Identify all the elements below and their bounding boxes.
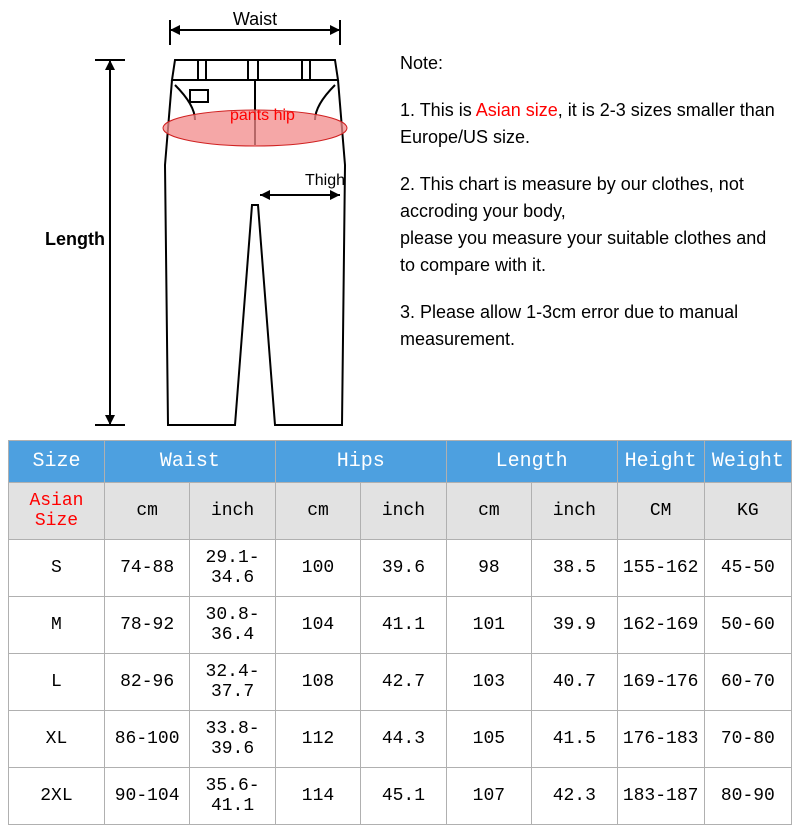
unit-kg: KG [704,483,791,540]
table-header-row: Size Waist Hips Length Height Weight [9,441,792,483]
cell: 100 [275,540,360,597]
cell: 103 [446,654,531,711]
cell: 80-90 [704,768,791,825]
cell: 169-176 [617,654,704,711]
cell: 42.3 [532,768,617,825]
cell: 30.8-36.4 [190,597,275,654]
table-row: L 82-96 32.4-37.7 108 42.7 103 40.7 169-… [9,654,792,711]
cell: 162-169 [617,597,704,654]
pants-diagram: Waist Length [20,10,380,420]
cell: 108 [275,654,360,711]
note-item-2: 2. This chart is measure by our clothes,… [400,171,780,279]
note-title: Note: [400,50,780,77]
th-length: Length [446,441,617,483]
cell: 50-60 [704,597,791,654]
cell: 78-92 [104,597,189,654]
asian-size-label: Asian Size [9,483,105,540]
cell: 104 [275,597,360,654]
cell: 98 [446,540,531,597]
cell: 183-187 [617,768,704,825]
th-height: Height [617,441,704,483]
cell: 86-100 [104,711,189,768]
table-row: S 74-88 29.1-34.6 100 39.6 98 38.5 155-1… [9,540,792,597]
cell: 40.7 [532,654,617,711]
unit-inch: inch [190,483,275,540]
cell: 39.6 [361,540,446,597]
th-hips: Hips [275,441,446,483]
unit-cm: cm [275,483,360,540]
cell: 44.3 [361,711,446,768]
cell: 45-50 [704,540,791,597]
cell: M [9,597,105,654]
table-row: XL 86-100 33.8-39.6 112 44.3 105 41.5 17… [9,711,792,768]
unit-cm-caps: CM [617,483,704,540]
cell: 114 [275,768,360,825]
cell: 33.8-39.6 [190,711,275,768]
cell: 105 [446,711,531,768]
cell: 107 [446,768,531,825]
size-chart-table: Size Waist Hips Length Height Weight Asi… [8,440,792,825]
cell: 101 [446,597,531,654]
unit-inch: inch [532,483,617,540]
cell: 41.1 [361,597,446,654]
cell: 42.7 [361,654,446,711]
note1-prefix: 1. This is [400,100,476,120]
cell: 38.5 [532,540,617,597]
th-size: Size [9,441,105,483]
cell: 155-162 [617,540,704,597]
cell: 29.1-34.6 [190,540,275,597]
note-item-3: 3. Please allow 1-3cm error due to manua… [400,299,780,353]
note1-red: Asian size [476,100,558,120]
cell: 41.5 [532,711,617,768]
waist-label: Waist [233,10,277,29]
cell: 112 [275,711,360,768]
note-item-1: 1. This is Asian size, it is 2-3 sizes s… [400,97,780,151]
cell: 39.9 [532,597,617,654]
cell: 90-104 [104,768,189,825]
cell: 2XL [9,768,105,825]
unit-cm: cm [446,483,531,540]
cell: 32.4-37.7 [190,654,275,711]
pants-hip-label: pants hip [230,107,295,124]
cell: XL [9,711,105,768]
cell: 35.6-41.1 [190,768,275,825]
cell: S [9,540,105,597]
table-row: M 78-92 30.8-36.4 104 41.1 101 39.9 162-… [9,597,792,654]
cell: 74-88 [104,540,189,597]
unit-inch: inch [361,483,446,540]
table-units-row: Asian Size cm inch cm inch cm inch CM KG [9,483,792,540]
th-weight: Weight [704,441,791,483]
cell: 60-70 [704,654,791,711]
cell: 45.1 [361,768,446,825]
cell: L [9,654,105,711]
table-row: 2XL 90-104 35.6-41.1 114 45.1 107 42.3 1… [9,768,792,825]
th-waist: Waist [104,441,275,483]
cell: 70-80 [704,711,791,768]
thigh-label: Thigh [305,172,345,189]
cell: 82-96 [104,654,189,711]
notes-section: Note: 1. This is Asian size, it is 2-3 s… [380,10,780,420]
length-label: Length [45,229,105,249]
cell: 176-183 [617,711,704,768]
unit-cm: cm [104,483,189,540]
